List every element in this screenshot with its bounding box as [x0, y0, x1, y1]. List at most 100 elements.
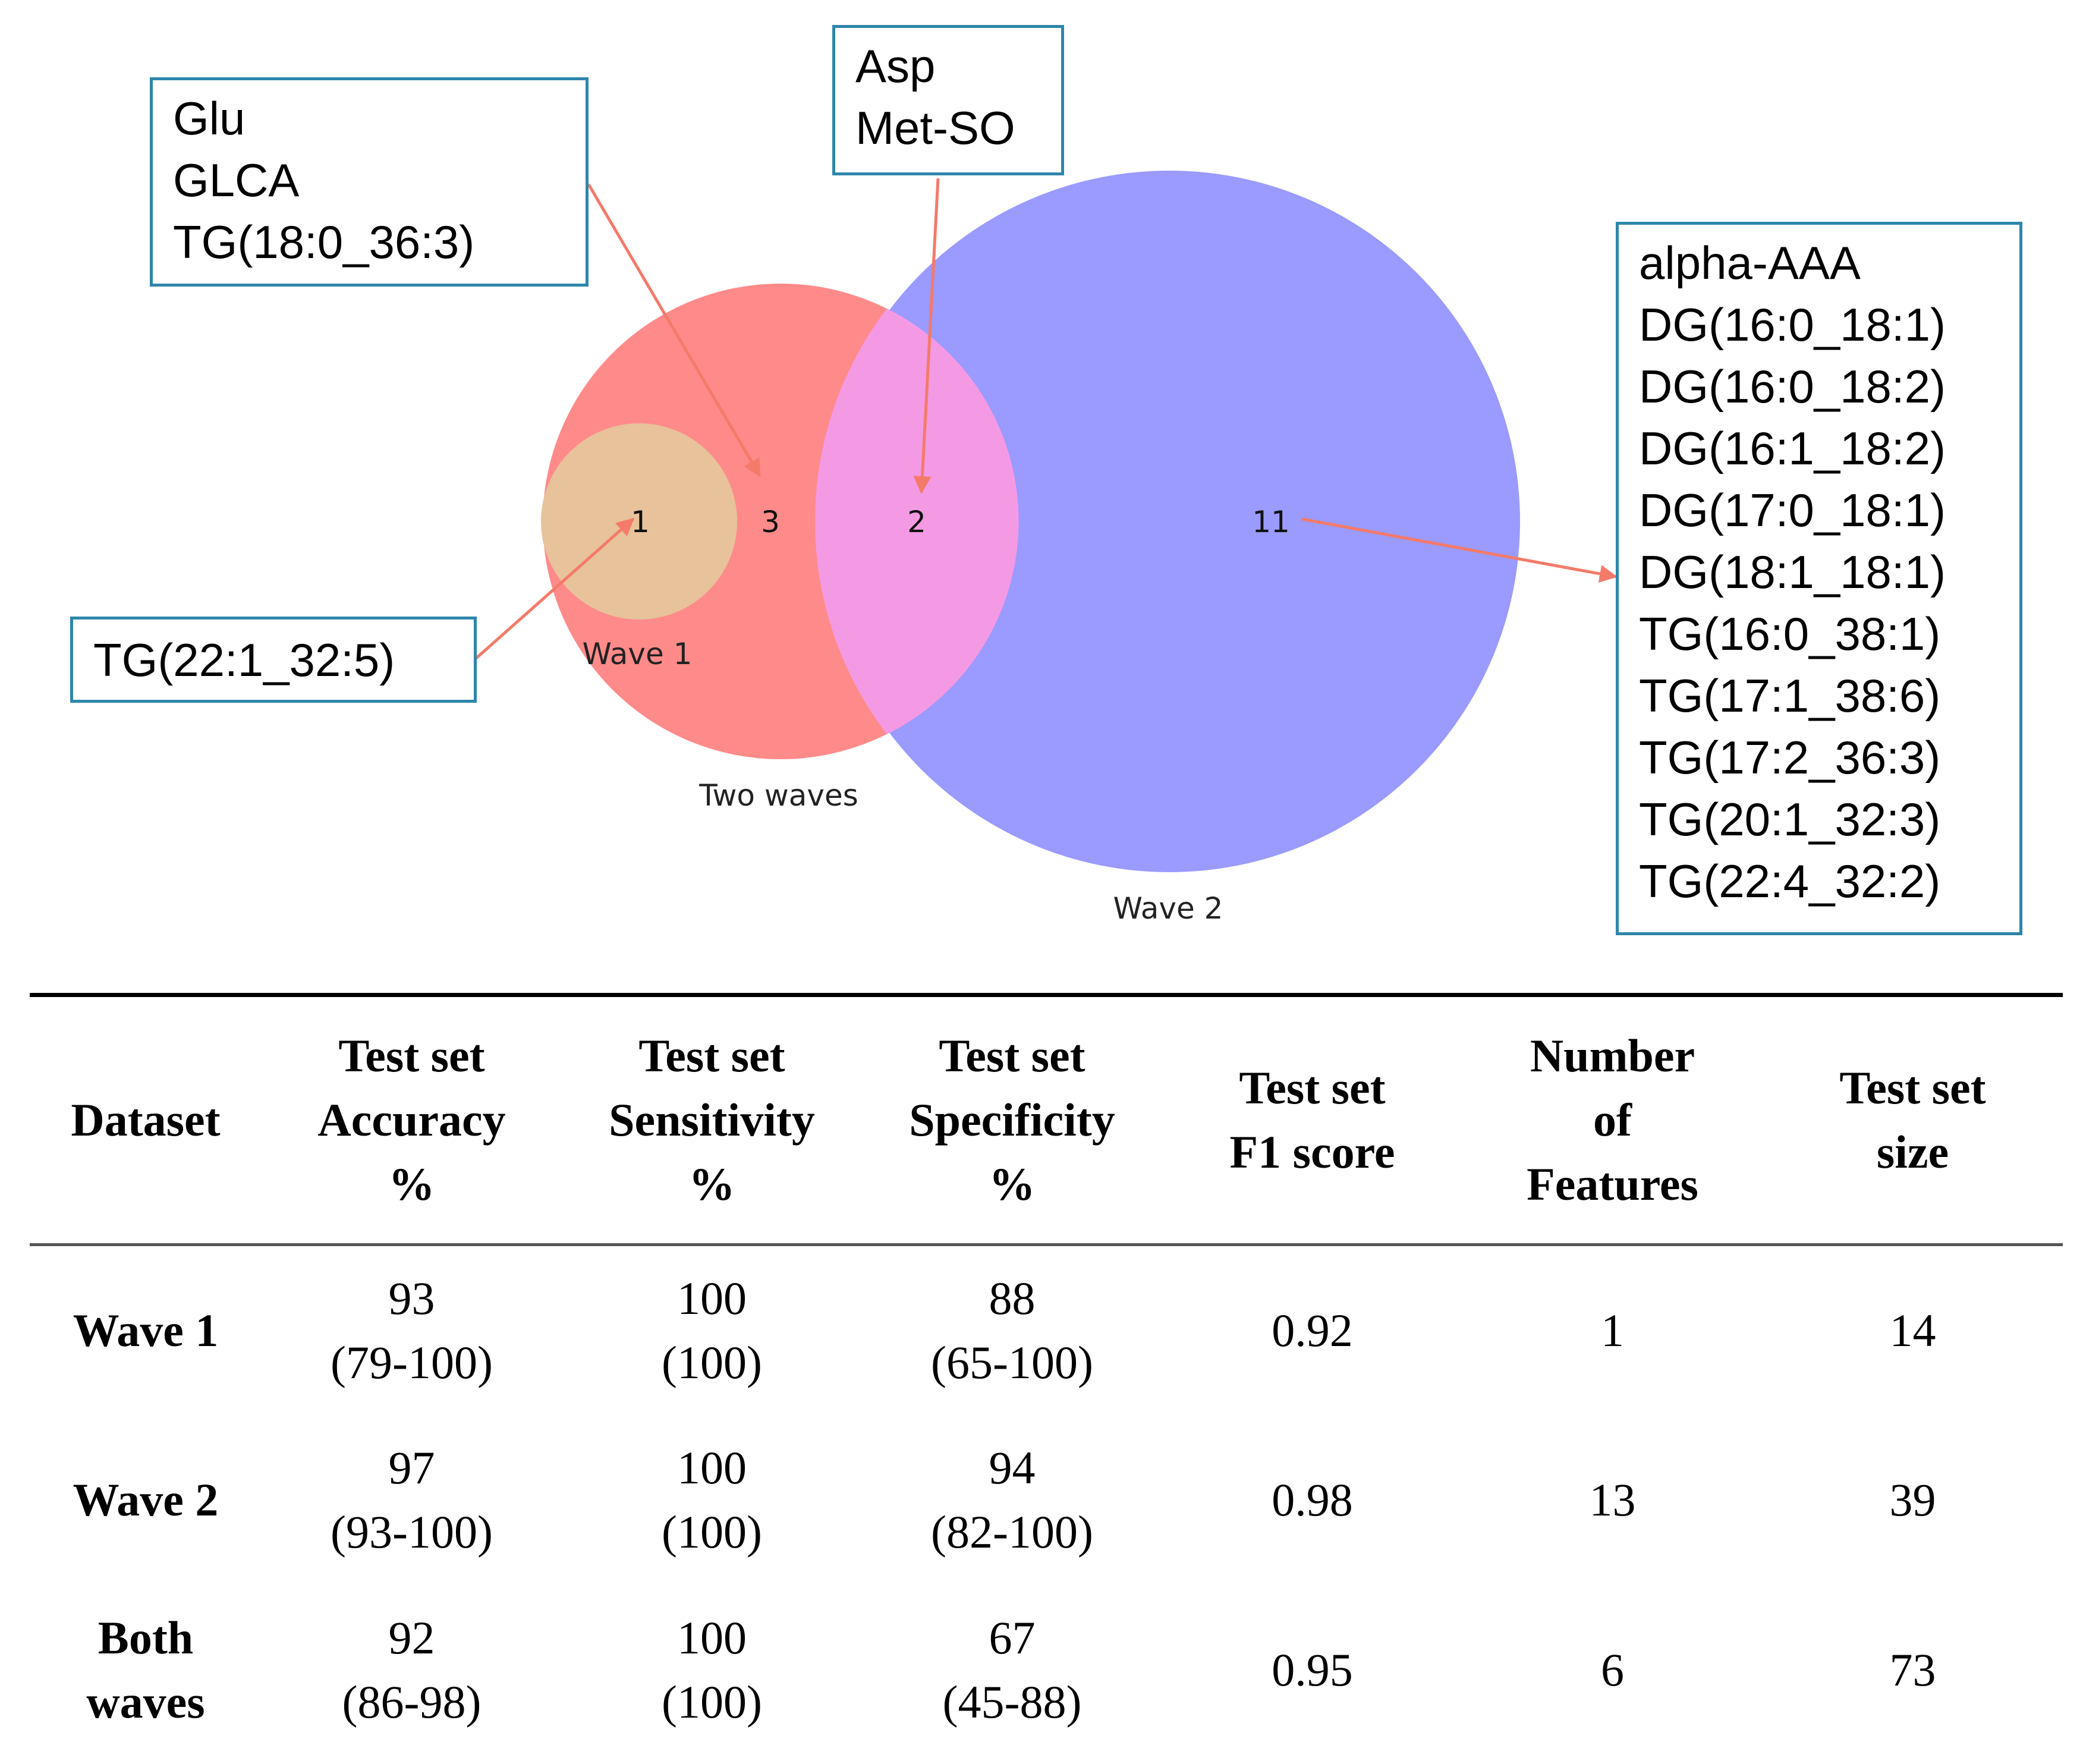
column-header-line: Test set	[638, 1030, 785, 1081]
column-header-line: of	[1593, 1094, 1632, 1146]
callout-wave1: TG(22:1_32:5)	[70, 617, 477, 703]
cell-value: 100	[677, 1611, 747, 1664]
wave2-circle	[819, 171, 1520, 872]
cell-value: 0.98	[1272, 1473, 1353, 1526]
cell-value: 94	[989, 1441, 1036, 1493]
table-cell: 0.95	[1162, 1585, 1462, 1755]
cell-value: 0.95	[1272, 1643, 1353, 1696]
overlap-feature: Met-SO	[855, 102, 1015, 154]
column-header-line: Dataset	[71, 1094, 221, 1146]
wave2-feature: DG(16:1_18:2)	[1639, 422, 1946, 474]
cell-value: 39	[1889, 1473, 1936, 1526]
column-header-line: Test set	[1239, 1062, 1386, 1114]
cell-value: 88	[989, 1272, 1036, 1324]
callout-two-waves-only: Glu GLCA TG(18:0_36:3)	[150, 77, 589, 287]
column-header-line: size	[1876, 1126, 1949, 1178]
table-cell: Wave 2	[30, 1415, 262, 1585]
cell-value: 93	[388, 1272, 435, 1324]
table-cell: 88 (65-100)	[862, 1245, 1162, 1415]
wave1-count: 1	[631, 505, 650, 539]
two-waves-only-count: 3	[761, 505, 780, 539]
column-header: Test set Specificity%	[862, 993, 1162, 1246]
column-header-line: %	[688, 1158, 735, 1210]
wave2-feature: TG(17:2_36:3)	[1639, 731, 1941, 784]
table-cell: 100 (100)	[562, 1415, 862, 1585]
two-only-feature: GLCA	[173, 154, 300, 206]
wave1-circle	[541, 423, 737, 620]
overlap-feature: Asp	[855, 40, 936, 92]
arrow-wave1	[474, 518, 635, 660]
arrow-two-only	[587, 183, 762, 477]
wave2-feature: DG(16:0_18:2)	[1639, 360, 1946, 413]
wave2-feature: DG(16:0_18:1)	[1639, 298, 1946, 351]
table-header-row: Dataset Test set Accuracy% Test set Sensitiv…	[30, 993, 2063, 1246]
column-header: Test set F1 score	[1162, 993, 1462, 1246]
arrow-wave2	[1301, 517, 1618, 583]
table-cell: Both waves	[30, 1585, 262, 1755]
wave2-feature: TG(22:4_32:2)	[1639, 855, 1941, 907]
cell-value: (100)	[662, 1505, 762, 1558]
overlap-count: 2	[907, 505, 926, 539]
column-header-line: Specificity	[909, 1094, 1115, 1146]
cell-value: (100)	[662, 1675, 762, 1728]
cell-value: 92	[388, 1611, 435, 1664]
table-cell: 14	[1763, 1245, 2063, 1415]
table-cell: 13	[1462, 1415, 1763, 1585]
table-row: Wave 2 97 (93-100) 100 (100) 94 (82-100) 0.98 13…	[30, 1415, 2063, 1585]
cell-value: (45-88)	[942, 1675, 1082, 1728]
callout-overlap: Asp Met-SO	[832, 25, 1064, 175]
wave2-feature: DG(18:1_18:1)	[1639, 546, 1946, 598]
column-header-line: Number	[1530, 1030, 1695, 1081]
table-cell: Wave 1	[30, 1245, 262, 1415]
column-header: Number of Features	[1462, 993, 1763, 1246]
table-cell: 94 (82-100)	[862, 1415, 1162, 1585]
column-header-line: %	[989, 1158, 1036, 1210]
table-cell: 100 (100)	[562, 1245, 862, 1415]
column-header-line: Features	[1527, 1158, 1698, 1210]
column-header-line: Test set	[1839, 1062, 1986, 1114]
cell-value: 73	[1889, 1643, 1936, 1696]
venn-diagram: 1 3 2 11 Wave 1 Two waves Wave 2	[474, 171, 1618, 926]
cell-value: 6	[1601, 1643, 1624, 1696]
callout-wave2-only: alpha-AAA DG(16:0_18:1) DG(16:0_18:2) DG(16…	[1616, 222, 2022, 935]
column-header: Dataset	[30, 993, 262, 1246]
cell-value: Both	[97, 1611, 194, 1664]
wave2-feature: DG(17:0_18:1)	[1639, 484, 1946, 536]
table-cell: 92 (86-98)	[262, 1585, 562, 1755]
column-header-line: Sensitivity	[609, 1094, 815, 1146]
cell-value: 14	[1889, 1304, 1936, 1356]
two-waves-label: Two waves	[698, 778, 858, 813]
cell-value: 100	[677, 1441, 747, 1493]
cell-value: 13	[1589, 1473, 1636, 1526]
wave2-feature: TG(17:1_38:6)	[1639, 669, 1941, 722]
cell-value: (100)	[662, 1336, 762, 1388]
cell-value: (93-100)	[331, 1505, 493, 1558]
column-header: Test set Accuracy%	[262, 993, 562, 1246]
results-table: Dataset Test set Accuracy% Test set Sensitiv…	[30, 993, 2063, 1755]
cell-value: 100	[677, 1272, 747, 1324]
two-only-feature: TG(18:0_36:3)	[173, 216, 475, 268]
table-cell: 39	[1763, 1415, 2063, 1585]
table-cell: 73	[1763, 1585, 2063, 1755]
table-row: Wave 1 93 (79-100) 100 (100) 88 (65-100) 0.92 1 1…	[30, 1245, 2063, 1415]
column-header-line: Accuracy	[317, 1094, 506, 1146]
column-header: Test set size	[1763, 993, 2063, 1246]
wave2-feature: TG(20:1_32:3)	[1639, 793, 1941, 845]
column-header-line: Test set	[338, 1030, 485, 1081]
table-cell: 6	[1462, 1585, 1763, 1755]
cell-value: 0.92	[1272, 1304, 1353, 1356]
cell-value: 1	[1601, 1304, 1624, 1356]
wave2-only-count: 11	[1252, 505, 1290, 539]
cell-value: waves	[86, 1675, 205, 1728]
table-cell: 1	[1462, 1245, 1763, 1415]
column-header-line: %	[388, 1158, 435, 1210]
table-cell: 97 (93-100)	[262, 1415, 562, 1585]
cell-value: (82-100)	[931, 1505, 1093, 1558]
wave1-label: Wave 1	[583, 637, 693, 671]
two-only-feature: Glu	[173, 92, 246, 144]
cell-value: Wave 2	[73, 1473, 219, 1526]
wave2-feature: TG(16:0_38:1)	[1639, 608, 1941, 660]
table-cell: 0.98	[1162, 1415, 1462, 1585]
table-row: Both waves 92 (86-98) 100 (100) 67 (45-88) 0.95 6…	[30, 1585, 2063, 1755]
